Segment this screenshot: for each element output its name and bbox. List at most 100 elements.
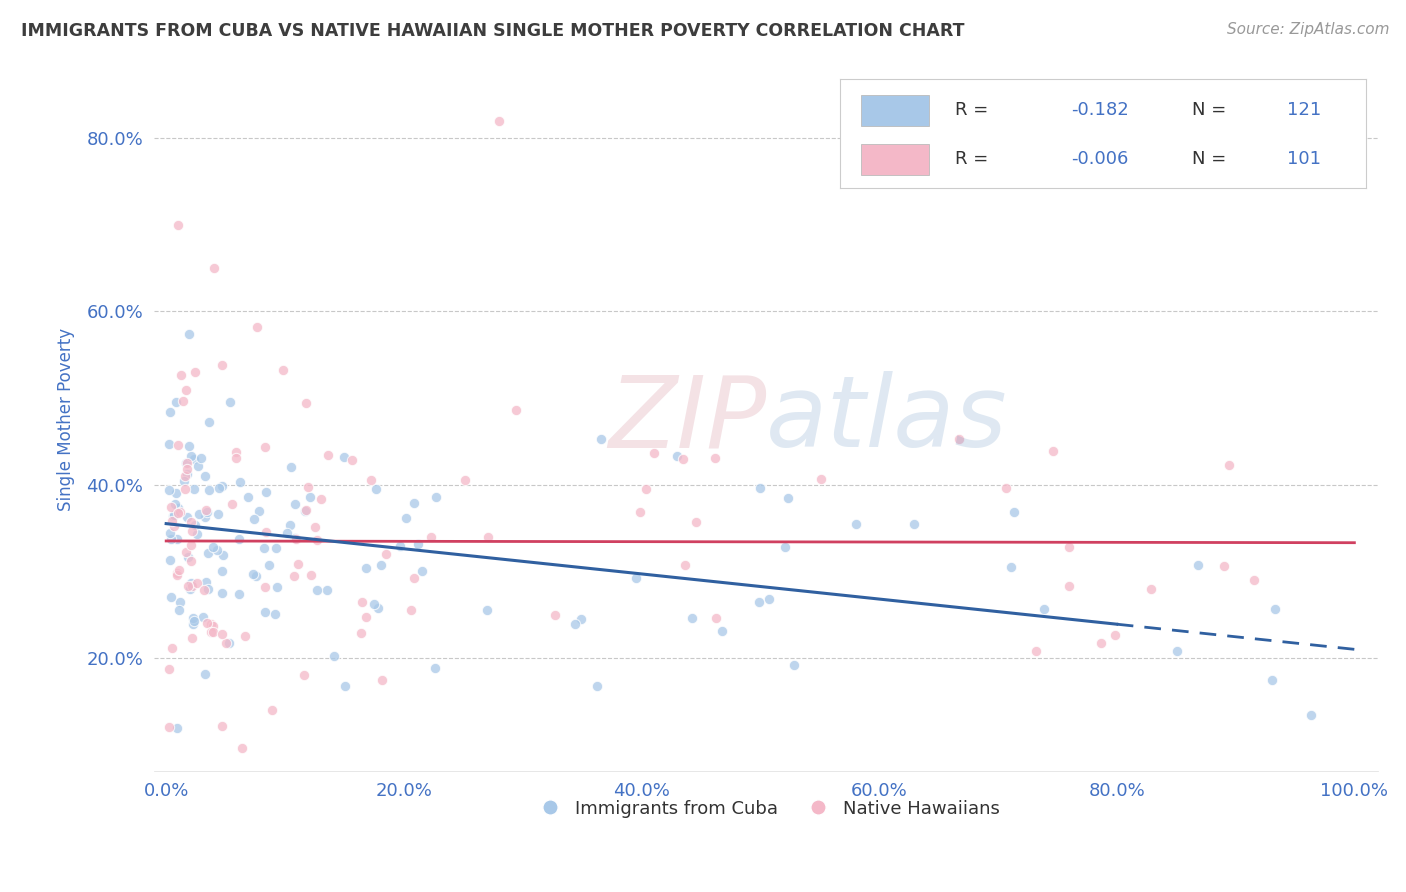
Point	[425, 661, 447, 675]
Point	[167, 218, 190, 232]
Point	[177, 439, 200, 453]
Point	[364, 483, 387, 497]
Point	[419, 530, 441, 544]
Point	[157, 483, 180, 498]
Point	[197, 582, 219, 597]
Point	[167, 500, 190, 515]
Point	[704, 611, 727, 625]
Point	[183, 482, 205, 496]
Point	[299, 490, 322, 504]
Point	[307, 582, 329, 597]
Point	[505, 403, 527, 417]
Point	[159, 553, 181, 567]
Point	[360, 473, 382, 487]
Point	[193, 583, 215, 598]
Point	[177, 550, 200, 565]
Point	[356, 561, 378, 575]
Point	[173, 474, 195, 488]
Point	[181, 611, 204, 625]
Point	[703, 451, 725, 466]
Point	[1002, 505, 1025, 519]
Point	[238, 490, 260, 504]
Point	[243, 512, 266, 526]
Point	[211, 479, 233, 493]
Point	[174, 384, 197, 398]
Point	[332, 450, 354, 465]
Point	[316, 449, 339, 463]
Point	[1218, 458, 1240, 472]
Point	[194, 667, 217, 681]
Y-axis label: Single Mother Poverty: Single Mother Poverty	[58, 328, 75, 511]
Point	[1139, 582, 1161, 596]
Point	[183, 451, 205, 466]
Point	[166, 532, 188, 546]
Point	[228, 587, 250, 601]
Point	[634, 482, 657, 496]
Point	[711, 624, 734, 639]
Point	[1243, 573, 1265, 587]
Point	[218, 635, 240, 649]
Point	[1000, 560, 1022, 574]
Point	[354, 610, 377, 624]
Point	[180, 576, 202, 591]
Point	[284, 532, 307, 546]
Point	[264, 541, 287, 555]
Point	[169, 595, 191, 609]
Point	[160, 590, 183, 604]
Point	[179, 326, 201, 341]
Point	[174, 545, 197, 559]
Point	[371, 673, 394, 688]
Point	[181, 578, 204, 592]
Point	[1025, 644, 1047, 658]
Point	[903, 517, 925, 532]
Text: atlas: atlas	[766, 371, 1008, 468]
Point	[160, 640, 183, 655]
Point	[304, 520, 326, 534]
Point	[157, 662, 180, 676]
Point	[292, 668, 315, 682]
Point	[207, 507, 229, 521]
Point	[228, 532, 250, 546]
Point	[278, 517, 301, 532]
Point	[211, 719, 233, 733]
Point	[211, 548, 233, 562]
Point	[242, 567, 264, 582]
Point	[174, 469, 197, 483]
Point	[315, 582, 337, 597]
Point	[180, 554, 202, 568]
Point	[211, 564, 233, 578]
Point	[167, 563, 190, 577]
Point	[245, 569, 267, 583]
Point	[299, 567, 322, 582]
Point	[166, 722, 188, 736]
Point	[190, 451, 212, 466]
Point	[194, 510, 217, 524]
Point	[221, 497, 243, 511]
Point	[163, 519, 186, 533]
Point	[180, 538, 202, 552]
Point	[1042, 444, 1064, 458]
Point	[363, 597, 385, 611]
Point	[202, 618, 225, 632]
Point	[181, 617, 204, 632]
Point	[198, 415, 221, 429]
Point	[254, 484, 277, 499]
Point	[673, 558, 696, 572]
Point	[163, 508, 186, 522]
Point	[246, 319, 269, 334]
Point	[174, 456, 197, 470]
Point	[411, 564, 433, 578]
Point	[162, 509, 184, 524]
Point	[322, 648, 344, 663]
Point	[208, 481, 231, 495]
Point	[160, 500, 183, 514]
Point	[202, 625, 225, 640]
Point	[211, 586, 233, 600]
Point	[454, 473, 477, 487]
Point	[194, 502, 217, 516]
Point	[163, 497, 186, 511]
Point	[191, 609, 214, 624]
Point	[169, 505, 191, 519]
Point	[672, 452, 695, 467]
Point	[335, 679, 357, 693]
